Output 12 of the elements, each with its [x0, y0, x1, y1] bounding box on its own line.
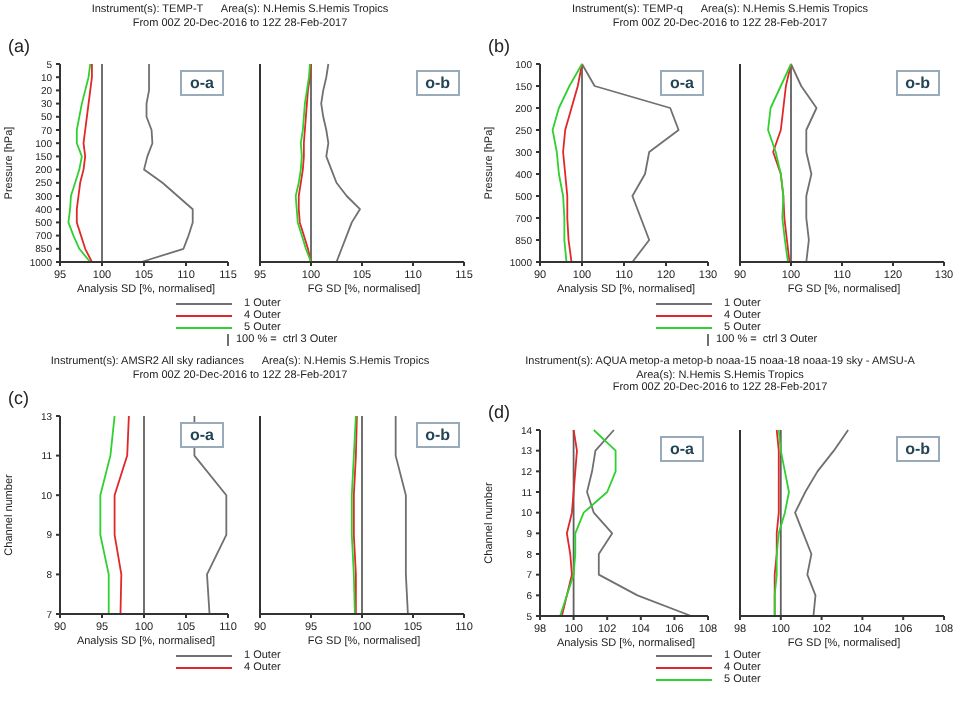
text: (c) [8, 388, 29, 408]
annotation: o-a [180, 70, 224, 96]
annotation: o-a [180, 422, 224, 448]
annotation: o-b [895, 435, 940, 461]
annotation: o-a [660, 70, 704, 96]
text: (b) [488, 36, 510, 56]
annotation: o-b [895, 70, 940, 96]
annotation: o-a [660, 435, 704, 461]
text: (d) [488, 401, 510, 421]
annotation: o-b [415, 70, 460, 96]
text: (a) [8, 36, 30, 56]
annotation: o-b [415, 422, 460, 448]
